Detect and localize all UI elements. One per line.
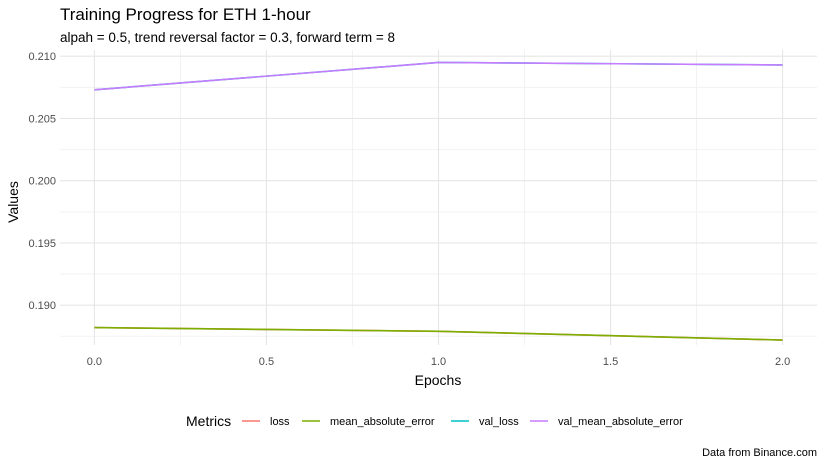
y-tick-label: 0.210 xyxy=(28,51,56,63)
x-tick-label: 1.0 xyxy=(431,356,446,368)
y-tick-label: 0.200 xyxy=(28,176,56,188)
x-tick-label: 0.0 xyxy=(87,356,102,368)
y-axis-title: Values xyxy=(5,181,21,223)
legend-label-val-loss: val_loss xyxy=(479,416,519,428)
y-tick-label: 0.190 xyxy=(28,300,56,312)
chart-caption: Data from Binance.com xyxy=(702,447,817,459)
x-tick-label: 1.5 xyxy=(603,356,618,368)
series-line-val-mean-absolute-error xyxy=(94,61,783,91)
x-tick-label: 0.5 xyxy=(259,356,274,368)
legend-label-mean-absolute-error: mean_absolute_error xyxy=(330,416,435,428)
y-tick-label: 0.195 xyxy=(28,238,56,250)
plot-area: 0.0 0.5 1.0 1.5 2.0 0.190 0.195 0.200 0.205 0.210 xyxy=(28,50,817,368)
x-axis-title: Epochs xyxy=(415,372,462,388)
legend-label-loss: loss xyxy=(270,416,290,428)
series-line-mean-absolute-error xyxy=(94,326,783,341)
legend-title: Metrics xyxy=(186,413,231,429)
legend-label-val-mean-absolute-error: val_mean_absolute_error xyxy=(558,416,683,428)
chart-title: Training Progress for ETH 1-hour xyxy=(60,5,311,24)
y-tick-label: 0.205 xyxy=(28,113,56,125)
chart-subtitle: alpah = 0.5, trend reversal factor = 0.3… xyxy=(60,30,395,45)
x-tick-label: 2.0 xyxy=(775,356,790,368)
legend: Metrics loss mean_absolute_error val_loss v… xyxy=(186,413,683,429)
